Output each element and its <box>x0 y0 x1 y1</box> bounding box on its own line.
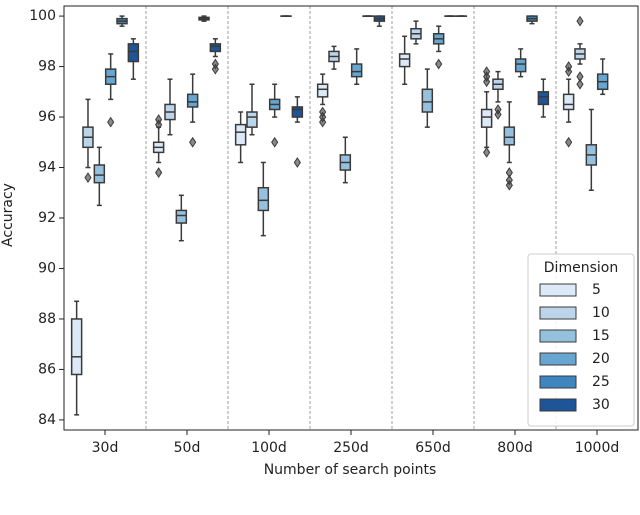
legend-swatch <box>540 399 576 411</box>
box <box>188 94 198 107</box>
y-tick-label: 100 <box>29 8 56 24</box>
box <box>400 54 410 67</box>
y-tick-label: 94 <box>38 160 56 176</box>
y-tick-label: 88 <box>38 311 56 327</box>
outlier <box>577 17 583 26</box>
outlier <box>436 60 442 69</box>
outlier <box>577 72 583 81</box>
box <box>94 165 104 183</box>
legend-label: 5 <box>592 282 601 298</box>
box <box>236 125 246 145</box>
legend-swatch <box>540 376 576 388</box>
outlier <box>190 138 196 147</box>
x-tick-label: 800d <box>497 440 533 456</box>
legend-label: 30 <box>592 397 610 413</box>
box <box>258 188 268 211</box>
outlier <box>85 173 91 182</box>
box <box>564 94 574 109</box>
outlier <box>566 138 572 147</box>
box <box>504 127 514 145</box>
x-tick-label: 30d <box>92 440 119 456</box>
box <box>422 89 432 112</box>
y-tick-label: 90 <box>38 260 56 276</box>
x-axis-label: Number of search points <box>264 462 437 478</box>
box <box>72 319 82 375</box>
legend-swatch <box>540 330 576 342</box>
x-tick-label: 100d <box>251 440 287 456</box>
box <box>247 112 257 127</box>
legend-label: 20 <box>592 351 610 367</box>
box <box>352 64 362 77</box>
box <box>482 109 492 127</box>
box <box>538 92 548 105</box>
legend-title: Dimension <box>544 260 618 276</box>
y-axis-label: Accuracy <box>0 183 16 247</box>
box <box>176 210 186 223</box>
box <box>128 44 138 62</box>
x-tick-label: 650d <box>415 440 451 456</box>
legend-label: 15 <box>592 328 610 344</box>
box <box>516 59 526 72</box>
box <box>292 107 302 117</box>
y-tick-label: 98 <box>38 59 56 75</box>
legend-label: 25 <box>592 374 610 390</box>
legend-swatch <box>540 284 576 296</box>
legend-swatch <box>540 353 576 365</box>
outlier <box>108 118 114 127</box>
outlier <box>294 158 300 167</box>
x-tick-label: 1000d <box>575 440 620 456</box>
outlier <box>506 168 512 177</box>
box <box>318 84 328 97</box>
box <box>210 44 220 52</box>
y-tick-label: 84 <box>38 412 56 428</box>
outlier <box>272 138 278 147</box>
y-tick-label: 86 <box>38 361 56 377</box>
y-tick-label: 96 <box>38 109 56 125</box>
legend-swatch <box>540 307 576 319</box>
y-tick-label: 92 <box>38 210 56 226</box>
outlier <box>156 168 162 177</box>
x-tick-label: 50d <box>174 440 201 456</box>
outlier <box>484 148 490 157</box>
x-tick-label: 250d <box>333 440 369 456</box>
legend-label: 10 <box>592 305 610 321</box>
